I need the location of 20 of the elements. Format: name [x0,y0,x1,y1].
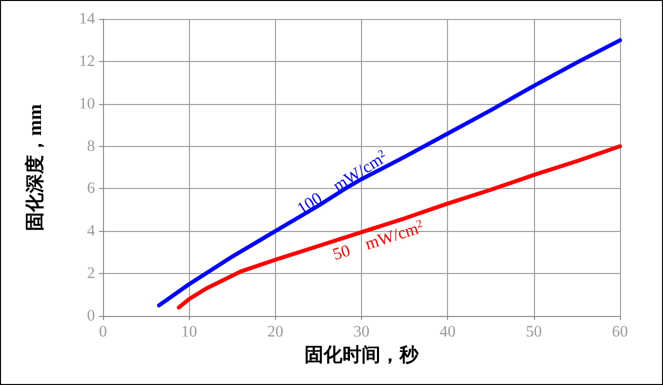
x-tick-label: 30 [354,324,370,340]
text: 50 mW/cm2 [330,218,424,264]
y-axis-title: 固化深度，mm [24,104,46,231]
x-axis-title: 固化时间，秒 [304,344,420,366]
x-tick-label: 40 [440,324,456,340]
y-tick-label: 14 [79,10,95,28]
x-tick-label: 50 [526,324,542,340]
y-tick-label: 8 [87,138,95,155]
x-tick-label: 10 [181,324,198,340]
y-tick-label: 6 [87,180,95,198]
x-tick-label: 60 [612,324,628,340]
y-tick-label: 2 [87,265,95,282]
y-tick-label: 0 [87,308,95,324]
y-tick-label: 12 [79,52,95,70]
y-tick-label: 10 [79,95,95,112]
line-series [176,144,622,310]
x-tick-label: 0 [99,324,107,340]
line-series [157,38,622,308]
y-tick-label: 4 [87,222,95,240]
x-tick-label: 20 [267,324,284,340]
